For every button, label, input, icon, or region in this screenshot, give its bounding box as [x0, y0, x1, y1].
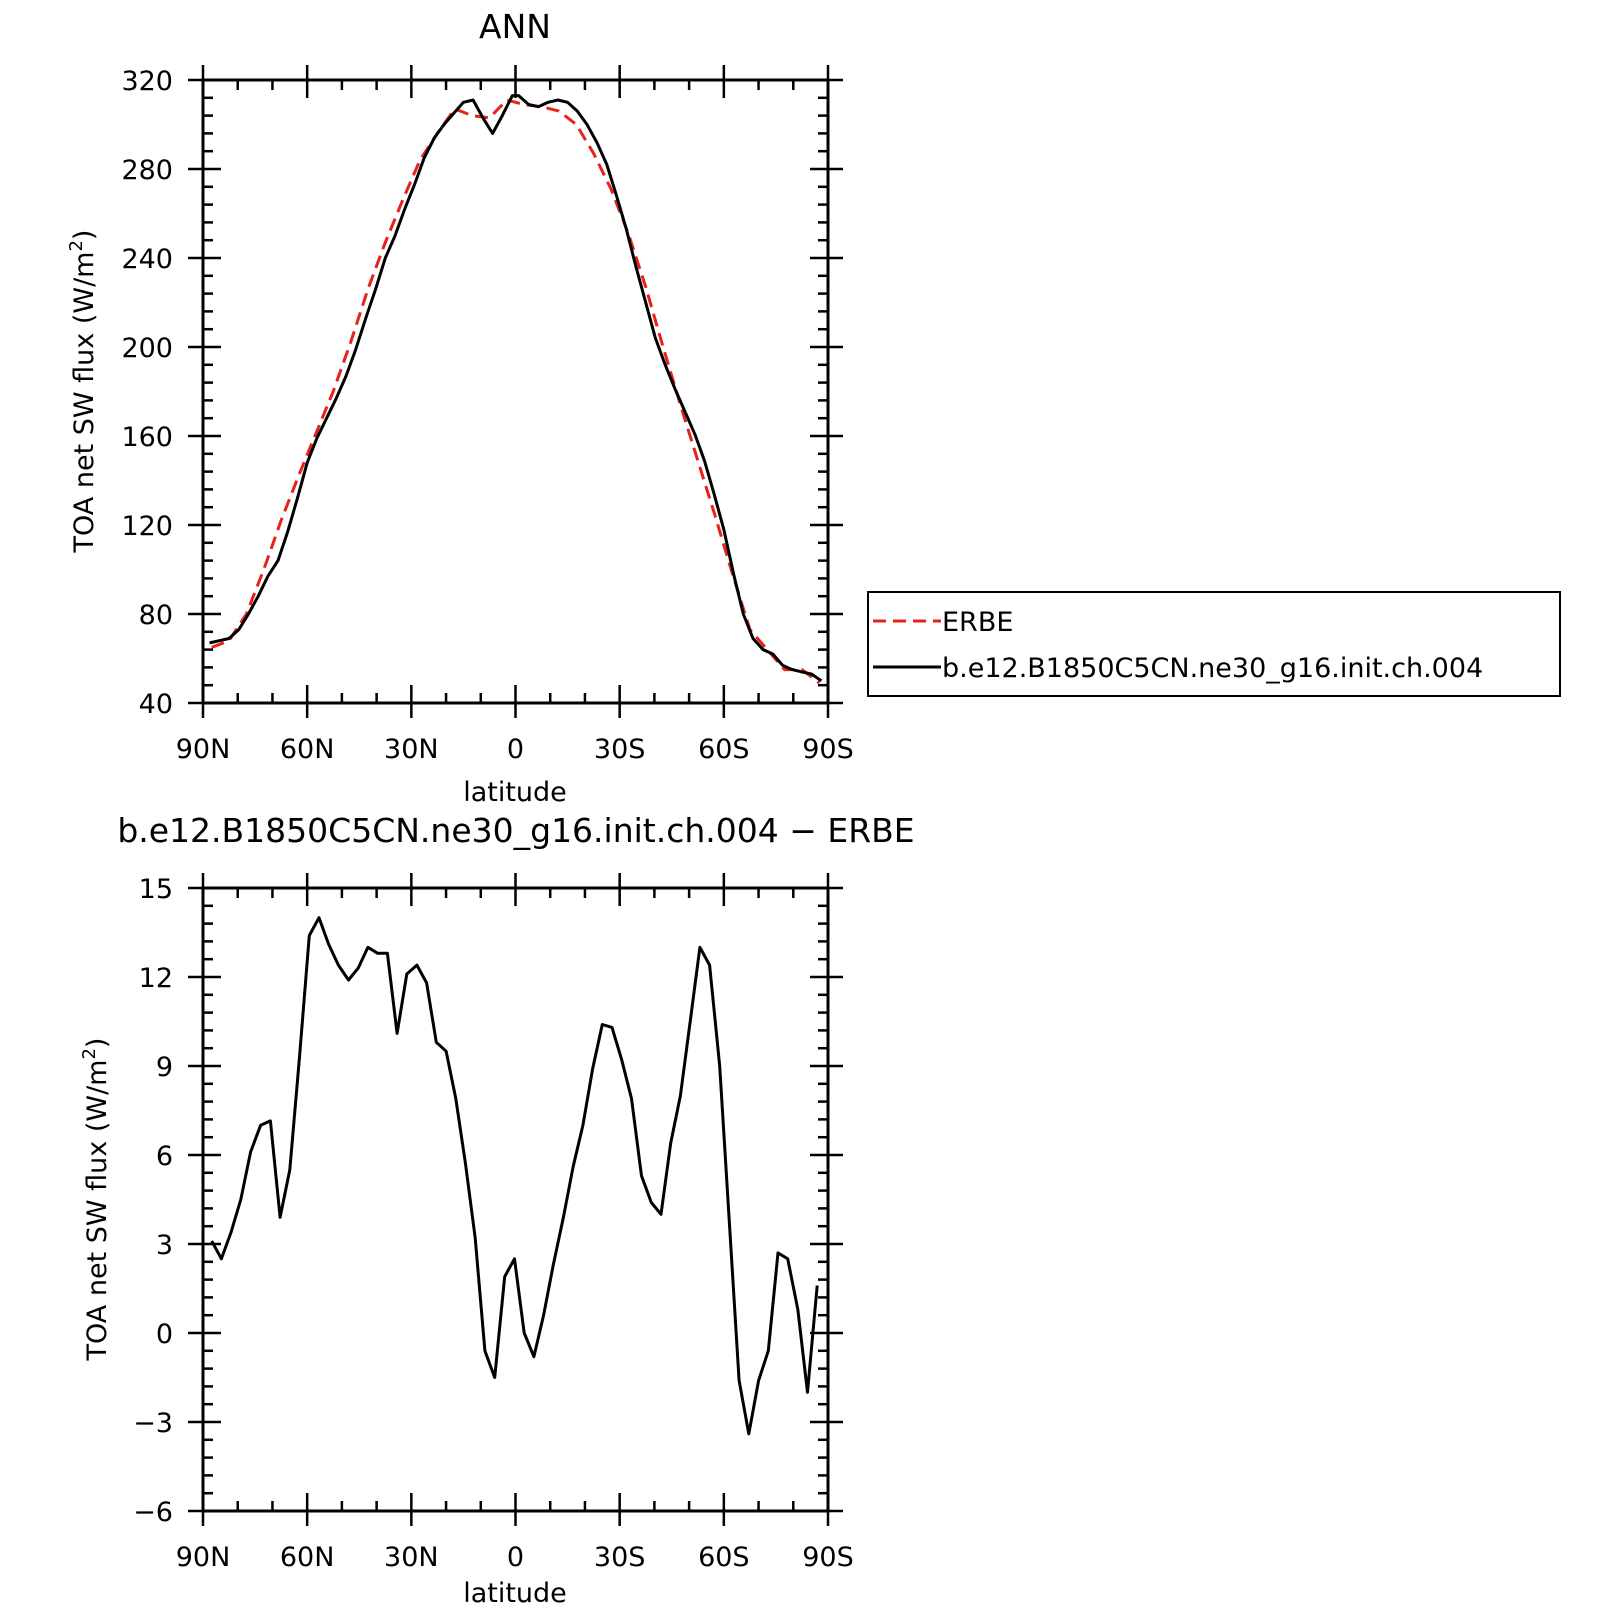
- bottom-x-tick-label: 90N: [176, 1542, 231, 1573]
- top-series-line-b: [209, 94, 823, 683]
- bottom-y-tick-label: 6: [156, 1141, 173, 1172]
- top-x-tick-label: 90S: [802, 734, 854, 765]
- bottom-x-tick-label: 90S: [802, 1542, 854, 1573]
- bottom-y-tick-label: −6: [133, 1497, 173, 1528]
- legend: ERBE b.e12.B1850C5CN.ne30_g16.init.ch.00…: [867, 591, 1561, 697]
- bottom-y-tick-label: −3: [133, 1408, 173, 1439]
- top-y-tick-label: 160: [121, 422, 173, 453]
- top-x-tick-label: 30S: [594, 734, 646, 765]
- top-x-tick-label: 30N: [384, 734, 439, 765]
- top-panel: ANN 90N 60N 30N 0 30S 60S 90S 40 80 120 160 200 240 2…: [66, 7, 854, 808]
- top-y-tick-label: 280: [121, 155, 173, 186]
- bottom-plot-title: b.e12.B1850C5CN.ne30_g16.init.ch.004 − E…: [117, 811, 914, 850]
- top-x-axis-label: latitude: [463, 777, 567, 808]
- legend-label-model: b.e12.B1850C5CN.ne30_g16.init.ch.004: [942, 653, 1483, 684]
- legend-box: [867, 591, 1561, 697]
- bottom-y-tick-label: 12: [139, 963, 173, 994]
- bottom-panel: b.e12.B1850C5CN.ne30_g16.init.ch.004 − E…: [79, 811, 915, 1609]
- top-series-line-erbe: [211, 98, 821, 685]
- bottom-plot-frame: [201, 886, 830, 1513]
- bottom-y-tick-label: 3: [156, 1230, 173, 1261]
- top-plot-title: ANN: [479, 7, 551, 46]
- top-x-tick-label: 0: [507, 734, 524, 765]
- bottom-x-axis-label: latitude: [463, 1578, 567, 1609]
- bottom-y-axis-label: TOA net SW flux (W/m2): [79, 1038, 113, 1362]
- top-x-tick-label: 60S: [698, 734, 750, 765]
- bottom-x-tick-label: 0: [507, 1542, 524, 1573]
- bottom-y-tick-label: 9: [156, 1052, 173, 1083]
- bottom-x-tick-label: 60S: [698, 1542, 750, 1573]
- top-x-tick-label: 90N: [176, 734, 231, 765]
- top-y-tick-label: 80: [139, 600, 173, 631]
- top-y-axis-label: TOA net SW flux (W/m2): [66, 230, 100, 554]
- bottom-x-tick-label: 30S: [594, 1542, 646, 1573]
- bottom-x-tick-label: 60N: [280, 1542, 335, 1573]
- bottom-y-tick-label: 15: [139, 874, 173, 905]
- bottom-series-line-0: [210, 916, 819, 1436]
- legend-label-erbe: ERBE: [942, 607, 1013, 638]
- top-plot-frame: [201, 78, 830, 705]
- top-y-tick-label: 240: [121, 244, 173, 275]
- top-y-tick-label: 320: [121, 66, 173, 97]
- top-y-tick-label: 40: [139, 689, 173, 720]
- top-y-tick-label: 120: [121, 511, 173, 542]
- bottom-y-tick-label: 0: [156, 1319, 173, 1350]
- top-y-tick-label: 200: [121, 333, 173, 364]
- bottom-x-tick-label: 30N: [384, 1542, 439, 1573]
- top-x-tick-label: 60N: [280, 734, 335, 765]
